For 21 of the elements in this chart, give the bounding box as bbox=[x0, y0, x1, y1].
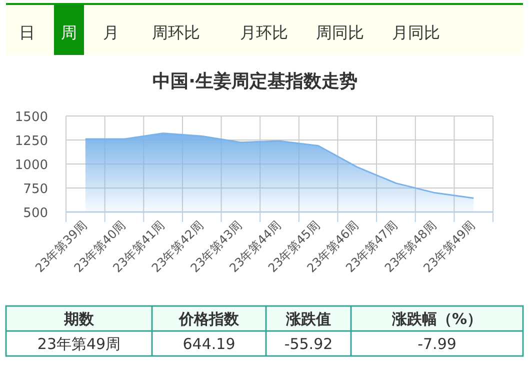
text: 涨跌值 bbox=[285, 310, 331, 328]
text: 价格指数 bbox=[178, 310, 240, 328]
y-tick-label: 1000 bbox=[14, 158, 48, 173]
chart-title: 中国·生姜周定基指数走势 bbox=[152, 70, 358, 92]
text: 月 bbox=[103, 23, 119, 42]
text: 月环比 bbox=[240, 23, 288, 42]
text: 周 bbox=[61, 23, 77, 42]
y-tick-label: 750 bbox=[23, 182, 48, 197]
text: 周环比 bbox=[152, 23, 200, 42]
text: 23年第49周 bbox=[37, 335, 121, 353]
y-tick-label: 500 bbox=[23, 206, 48, 221]
text: 644.19 bbox=[182, 335, 236, 353]
text: -7.99 bbox=[418, 335, 456, 353]
y-tick-label: 1500 bbox=[14, 110, 48, 125]
text: 周同比 bbox=[316, 23, 364, 42]
text: -55.92 bbox=[284, 335, 333, 353]
text: 日 bbox=[19, 23, 35, 42]
text: 涨跌幅（%） bbox=[390, 310, 482, 328]
text: 期数 bbox=[63, 310, 95, 328]
y-tick-label: 1250 bbox=[14, 134, 48, 149]
text: 月同比 bbox=[392, 23, 440, 42]
